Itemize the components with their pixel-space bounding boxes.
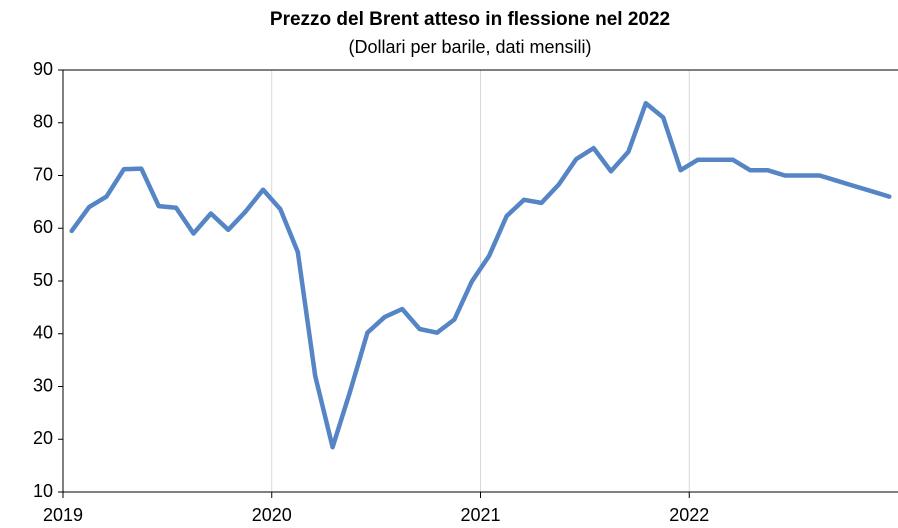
y-tick-label: 10 [33,481,53,501]
y-tick-label: 80 [33,112,53,132]
y-tick-label: 20 [33,428,53,448]
x-tick-label: 2020 [252,505,292,525]
y-tick-label: 90 [33,59,53,79]
x-tick-label: 2021 [460,505,500,525]
y-tick-label: 60 [33,217,53,237]
y-tick-label: 70 [33,164,53,184]
line-series [69,100,892,450]
x-tick-label: 2022 [669,505,709,525]
x-tick-label: 2019 [43,505,83,525]
chart-subtitle: (Dollari per barile, dati mensili) [348,37,591,57]
y-tick-label: 50 [33,270,53,290]
chart-title: Prezzo del Brent atteso in flessione nel… [270,9,670,30]
y-tick-label: 40 [33,323,53,343]
y-tick-label: 30 [33,375,53,395]
